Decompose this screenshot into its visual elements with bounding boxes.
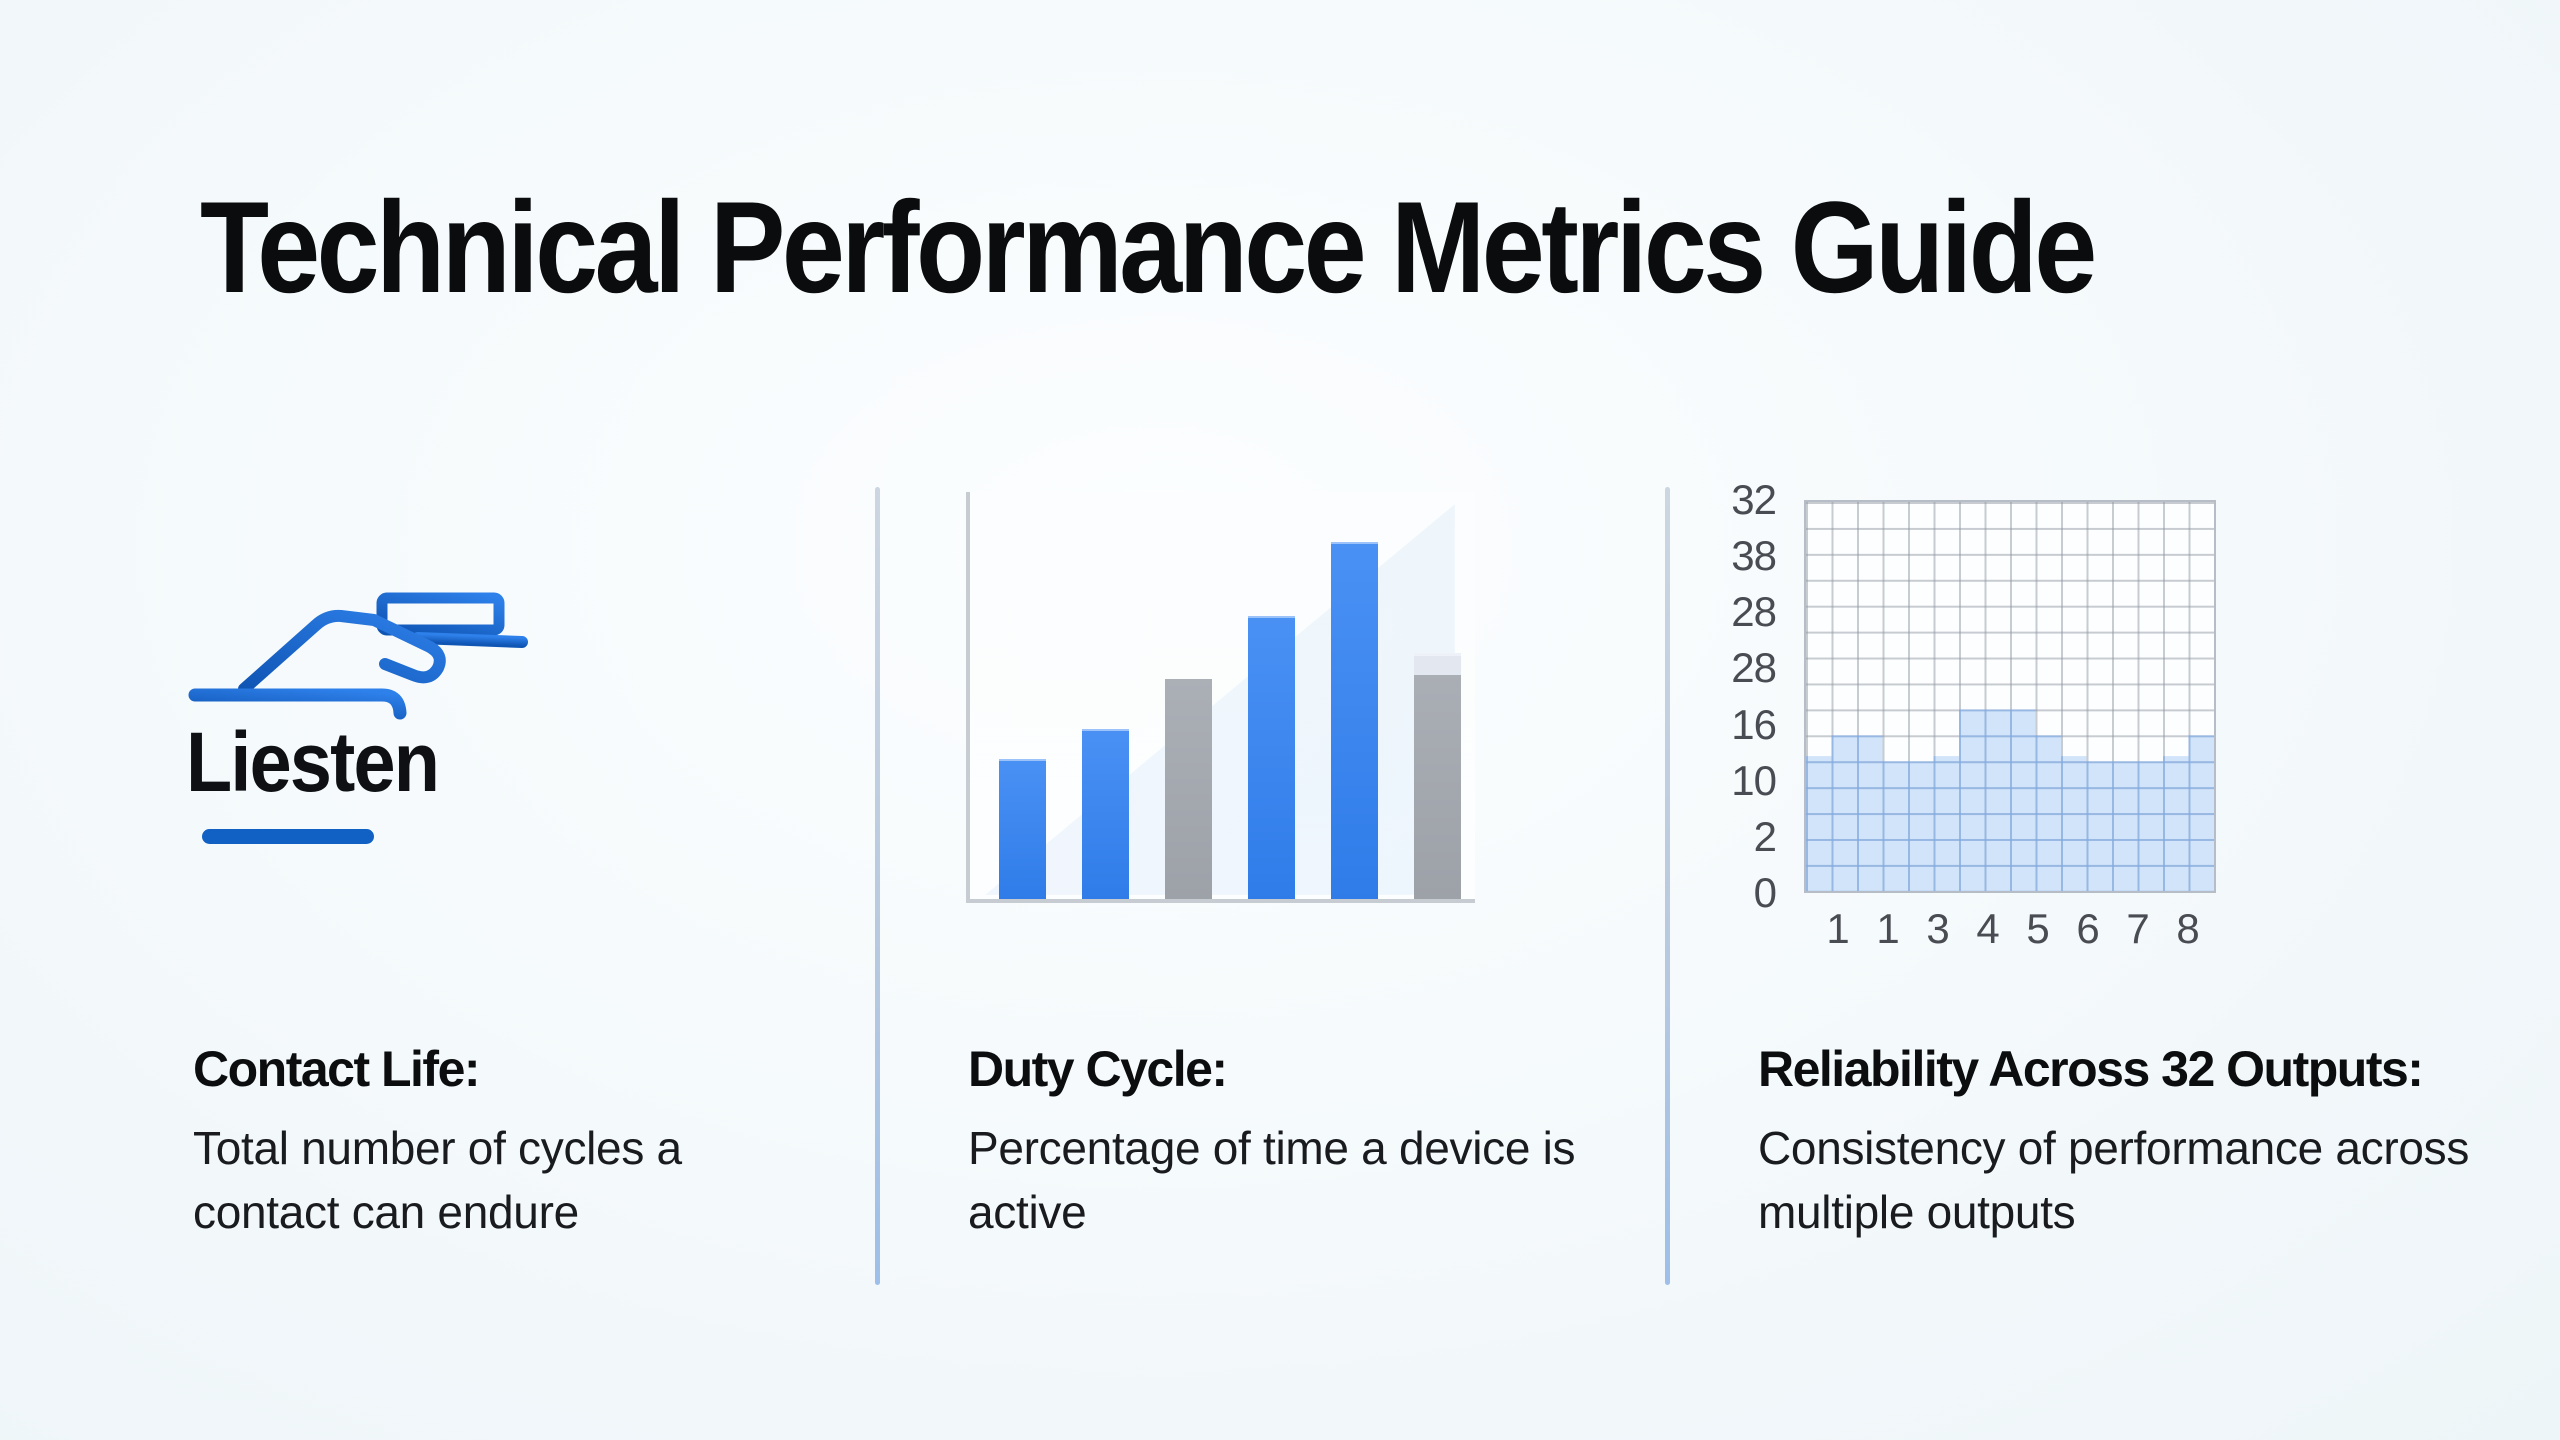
x-tick-label: 6 bbox=[2076, 905, 2100, 952]
x-tick-label: 7 bbox=[2126, 905, 2150, 952]
bar-gray bbox=[1165, 678, 1212, 899]
x-tick-label: 8 bbox=[2176, 905, 2200, 952]
hand-shape bbox=[238, 609, 446, 695]
icon-baseline bbox=[188, 688, 407, 720]
x-tick-label: 5 bbox=[2026, 905, 2050, 952]
bar-blue bbox=[1082, 728, 1129, 899]
x-tick-label: 1 bbox=[1876, 905, 1900, 952]
text-block-contact-life: Contact Life: Total number of cycles a c… bbox=[193, 1040, 793, 1245]
area-fill bbox=[1806, 709, 2214, 891]
contact-pad-base bbox=[412, 632, 528, 648]
bar-blue bbox=[999, 759, 1046, 899]
text-block-reliability: Reliability Across 32 Outputs: Consisten… bbox=[1758, 1040, 2478, 1245]
section-heading: Contact Life: bbox=[193, 1041, 481, 1097]
logo-text: Liesten bbox=[186, 715, 440, 809]
y-tick-label: 28 bbox=[1731, 588, 1777, 636]
y-tick-label: 10 bbox=[1731, 756, 1777, 804]
y-tick-label: 28 bbox=[1731, 644, 1777, 692]
y-axis-tick-labels: 32 38 28 28 16 10 2 0 bbox=[1700, 476, 1790, 916]
bar-blue bbox=[1331, 542, 1378, 899]
x-tick-label: 3 bbox=[1926, 905, 1950, 952]
section-description: Consistency of performance across multip… bbox=[1758, 1122, 2470, 1239]
bar-blue bbox=[1248, 616, 1295, 899]
y-tick-label: 2 bbox=[1753, 812, 1777, 860]
reliability-grid-chart bbox=[1804, 500, 2216, 893]
y-tick-label: 16 bbox=[1731, 700, 1777, 748]
bar-gray bbox=[1414, 653, 1461, 899]
y-tick-label: 38 bbox=[1731, 532, 1777, 580]
column-divider bbox=[875, 487, 880, 1285]
section-heading: Reliability Across 32 Outputs: bbox=[1758, 1041, 2424, 1097]
section-description: Percentage of time a device is active bbox=[968, 1122, 1576, 1239]
y-tick-label: 0 bbox=[1753, 869, 1777, 916]
contact-pad-outline bbox=[376, 592, 505, 636]
logo-underline bbox=[202, 829, 374, 844]
duty-cycle-bar-chart bbox=[966, 492, 1475, 903]
page-title: Technical Performance Metrics Guide bbox=[200, 174, 2097, 320]
bar-group bbox=[999, 492, 1475, 899]
text-block-duty-cycle: Duty Cycle: Percentage of time a device … bbox=[968, 1040, 1633, 1245]
section-heading: Duty Cycle: bbox=[968, 1041, 1228, 1097]
column-divider bbox=[1665, 487, 1670, 1285]
x-tick-label: 1 bbox=[1826, 905, 1850, 952]
bar-cap bbox=[1414, 653, 1461, 676]
section-description: Total number of cycles a contact can end… bbox=[193, 1122, 682, 1239]
y-tick-label: 32 bbox=[1731, 476, 1777, 523]
hand-pressing-contact-icon bbox=[188, 592, 528, 720]
x-tick-label: 4 bbox=[1976, 905, 2000, 952]
